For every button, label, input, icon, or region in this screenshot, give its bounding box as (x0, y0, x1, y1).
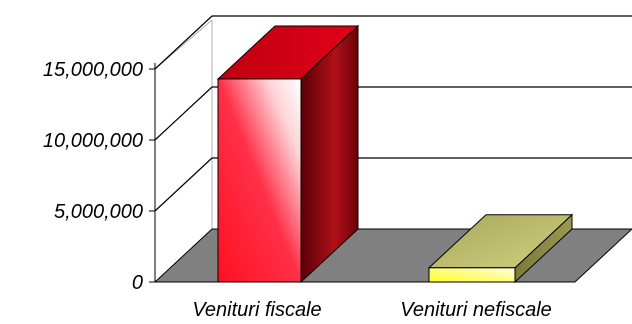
y-tick-label: 15,000,000 (43, 59, 143, 81)
gridline (154, 86, 632, 141)
x-category-label: Venituri fiscale (192, 299, 321, 321)
x-category-label: Venituri nefiscale (400, 299, 552, 321)
y-tick-label: 10,000,000 (43, 130, 143, 152)
y-tick-label: 5,000,000 (54, 201, 143, 223)
bar (428, 267, 516, 283)
gridline (154, 157, 632, 212)
gridline (154, 15, 632, 70)
y-tick-label: 0 (132, 272, 143, 294)
bar (217, 78, 302, 283)
